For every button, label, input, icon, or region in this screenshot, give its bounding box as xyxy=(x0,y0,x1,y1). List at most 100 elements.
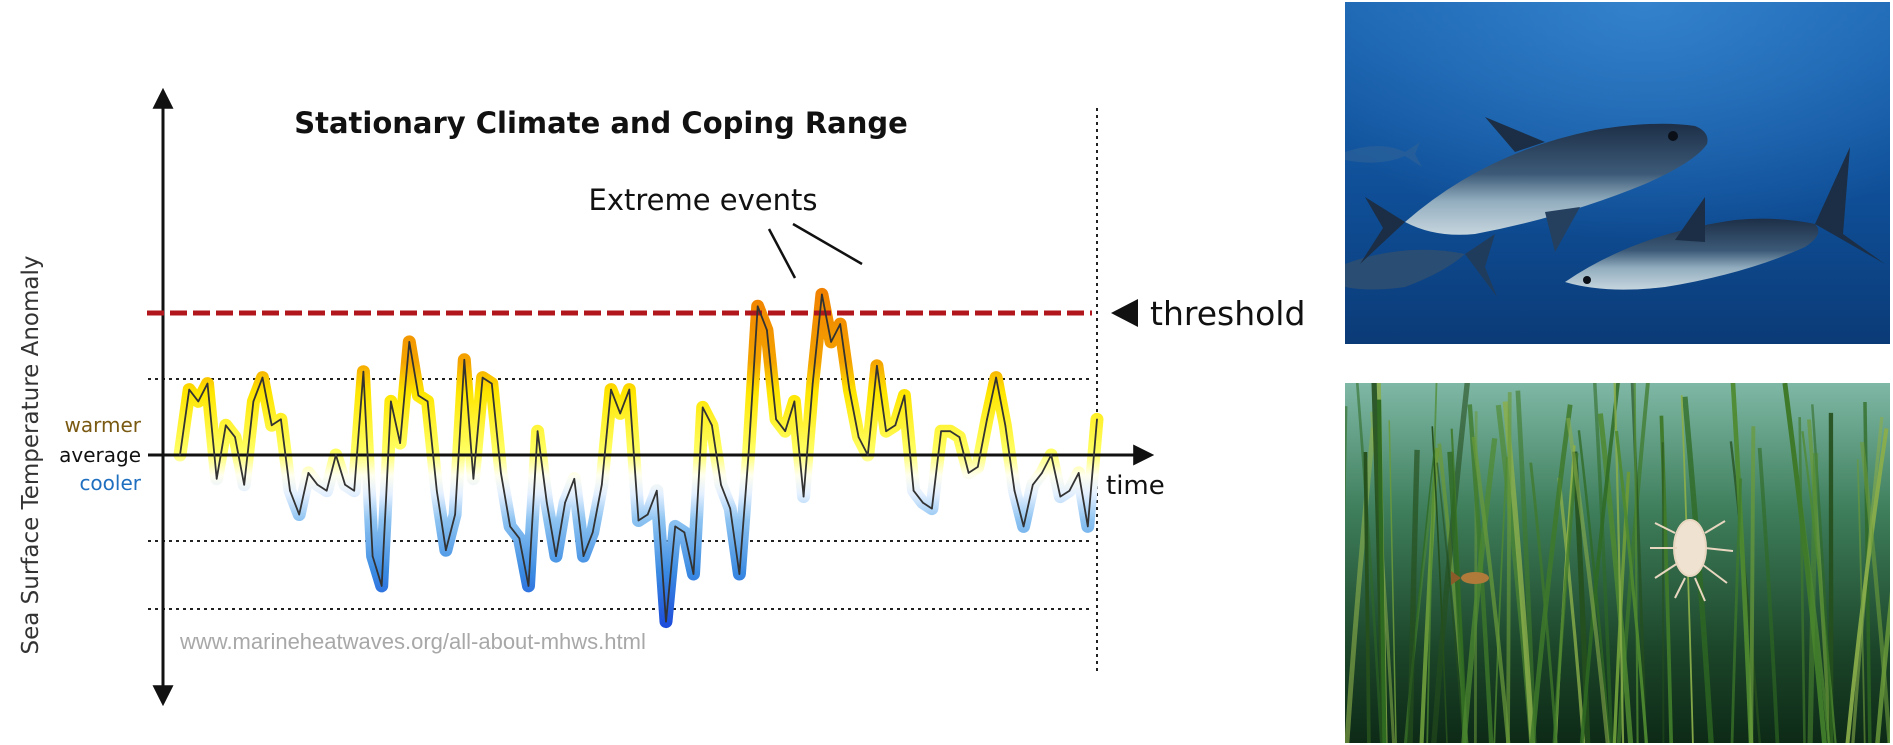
threshold-arrow-icon xyxy=(1111,299,1138,327)
seagrass-blade xyxy=(1471,436,1511,743)
data-point xyxy=(335,454,337,456)
data-point xyxy=(701,406,704,409)
seagrass-blade xyxy=(1557,477,1586,743)
data-point xyxy=(270,424,273,427)
tuna-fish-main xyxy=(1360,117,1708,264)
data-point xyxy=(756,305,759,308)
data-point xyxy=(573,478,576,480)
data-point xyxy=(720,484,722,486)
data-point xyxy=(775,418,777,421)
x-axis-label: time xyxy=(1106,471,1165,501)
seagrass-blade xyxy=(1859,441,1890,743)
data-point xyxy=(380,585,383,587)
data-point xyxy=(885,430,887,433)
data-point xyxy=(912,489,915,492)
data-point xyxy=(637,519,640,522)
data-point xyxy=(1068,489,1071,492)
seagrass-blade xyxy=(1407,449,1420,743)
seagrass-blade xyxy=(1614,430,1649,743)
data-point xyxy=(601,484,603,486)
data-point xyxy=(867,454,869,456)
seagrass-blade xyxy=(1431,426,1448,743)
data-point xyxy=(500,472,502,474)
seagrass-blade xyxy=(1388,420,1397,743)
seagrass-blades xyxy=(1345,383,1890,743)
seagrass-blade xyxy=(1757,447,1780,743)
data-point xyxy=(747,454,750,456)
data-point xyxy=(316,484,319,486)
data-point xyxy=(298,513,301,516)
data-point xyxy=(610,388,612,391)
data-point xyxy=(967,472,970,474)
data-point xyxy=(234,436,236,438)
tuna-fish-back xyxy=(1345,234,1497,297)
data-point xyxy=(261,376,264,379)
data-point xyxy=(344,484,346,486)
seagrass-blade xyxy=(1363,451,1371,743)
seagrass-blade xyxy=(1613,383,1625,743)
seagrass-blade xyxy=(1730,478,1743,743)
data-point xyxy=(802,495,805,498)
data-point xyxy=(280,418,282,421)
data-point xyxy=(518,537,521,540)
data-point xyxy=(711,424,713,427)
data-point xyxy=(1022,525,1025,528)
seagrass-image xyxy=(1345,383,1890,743)
data-point xyxy=(1077,472,1080,474)
data-point xyxy=(674,525,676,528)
seagrass-blade xyxy=(1593,383,1614,743)
data-point xyxy=(995,376,997,379)
data-point xyxy=(325,489,328,492)
data-point xyxy=(564,501,566,504)
small-fish xyxy=(1451,571,1489,585)
seagrass-blade xyxy=(1801,431,1837,743)
data-point xyxy=(472,478,475,480)
tuna-fish-second xyxy=(1565,147,1885,290)
seagrass-blade xyxy=(1811,404,1834,743)
series-layer xyxy=(179,293,1098,623)
data-point xyxy=(591,531,594,534)
data-point xyxy=(188,388,190,391)
data-point xyxy=(555,555,557,557)
data-point xyxy=(692,573,695,575)
seagrass-blade xyxy=(1506,392,1512,743)
seagrass-blade xyxy=(1447,451,1468,743)
tuna-photo xyxy=(1345,2,1890,344)
seagrass-blade xyxy=(1376,399,1387,743)
data-point xyxy=(353,489,356,492)
seagrass-blade xyxy=(1431,383,1470,743)
data-point xyxy=(307,472,310,474)
data-point xyxy=(1050,454,1052,456)
data-point xyxy=(390,400,392,403)
data-point xyxy=(821,293,823,296)
seagrass-blade xyxy=(1345,427,1376,743)
data-point xyxy=(509,525,511,528)
data-point xyxy=(766,329,768,331)
data-point xyxy=(949,430,952,433)
data-point xyxy=(931,507,933,510)
data-point xyxy=(619,412,621,415)
data-point xyxy=(646,513,649,516)
data-point xyxy=(940,430,942,433)
seagrass-blade xyxy=(1355,383,1383,743)
seagrass-blade xyxy=(1851,416,1884,743)
seagrass-blade xyxy=(1436,462,1465,743)
extreme-events-annotation: Extreme events xyxy=(589,183,818,217)
data-point xyxy=(986,418,988,421)
source-url: www.marineheatwaves.org/all-about-mhws.h… xyxy=(179,629,646,654)
data-point xyxy=(894,424,897,427)
seagrass-blade xyxy=(1515,390,1537,743)
data-point xyxy=(977,466,979,468)
data-point xyxy=(362,370,365,373)
data-point xyxy=(1032,484,1034,486)
data-point xyxy=(1096,418,1098,421)
data-point xyxy=(399,442,401,444)
seagrass-blade xyxy=(1633,383,1639,743)
data-point xyxy=(1059,495,1062,498)
chart-title: Stationary Climate and Coping Range xyxy=(294,106,908,140)
seagrass-blade xyxy=(1798,417,1806,743)
data-point xyxy=(811,382,814,385)
seagrass-blade xyxy=(1566,417,1610,743)
threshold-label: threshold xyxy=(1150,294,1305,333)
distant-fish xyxy=(1345,142,1422,167)
